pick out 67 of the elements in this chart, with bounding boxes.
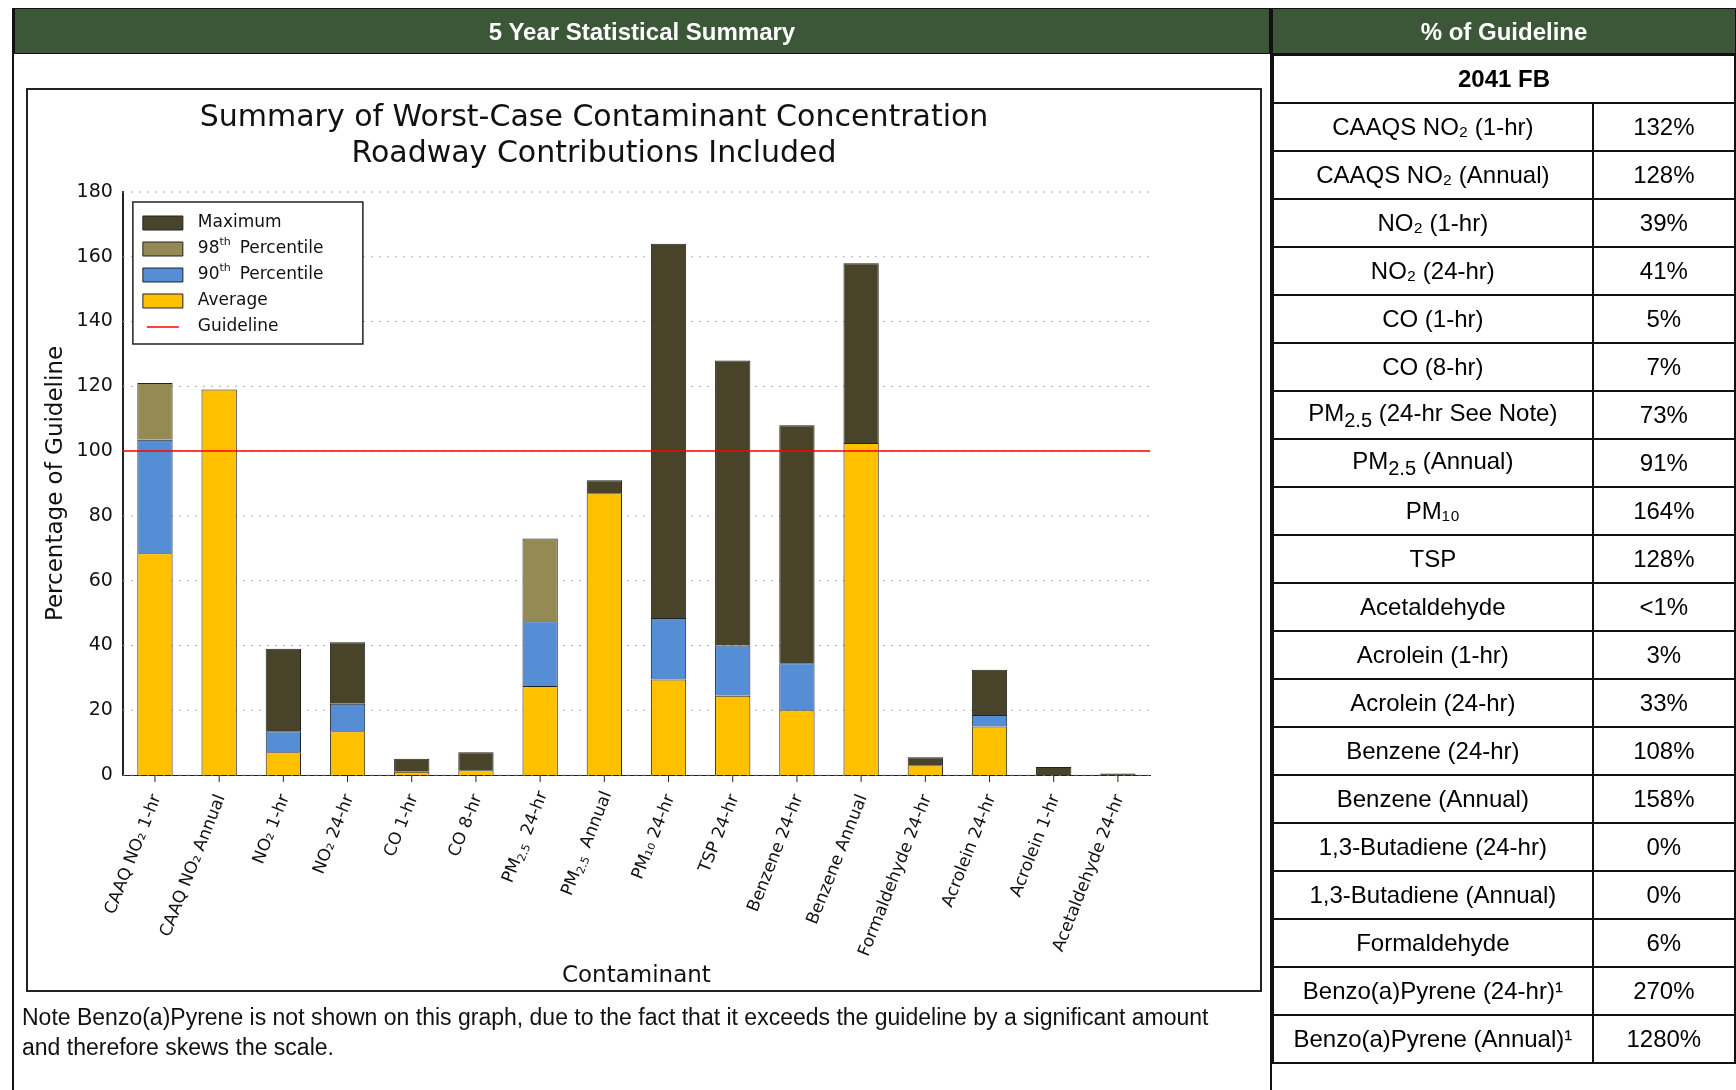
text: Note Benzo(a)Pyrene is not shown on this graph, due to the fact that it exceeds the guideline by a significant amount and therefore skews the scale. [22,1003,1210,1062]
text: NO₂ (1-hr) [1273,199,1593,247]
y-tick-label: 60 [88,567,113,590]
text: 2041 FB [1273,55,1735,103]
legend-label: Average [197,289,268,310]
text: 5 Year Statistical Summary [14,8,1270,54]
chart-title: Summary of Worst-Case Contaminant Concentration Roadway Contributions Included [199,97,989,169]
y-tick-label: 20 [88,697,113,720]
text: 1280% [1592,1015,1735,1063]
y-tick-label: 0 [100,761,113,784]
text: PM$_{2.5}$ (Annual) [1273,439,1593,487]
text: 158% [1592,775,1735,823]
text: 91% [1592,439,1735,487]
text: PM₁₀ [1273,487,1593,535]
text: 3% [1592,631,1735,679]
x-tick-label: NO₂ 24-hr [307,791,358,877]
text: 5% [1592,295,1735,343]
text: 128% [1592,535,1735,583]
text: Benzene (24-hr) [1273,727,1593,775]
text: Benzene (Annual) [1273,775,1593,823]
text: 164% [1592,487,1735,535]
x-tick-label: CO 8-hr [443,791,486,860]
text: Benzo(a)Pyrene (24-hr)¹ [1273,967,1593,1015]
text: % of Guideline [1272,8,1736,54]
text: 41% [1592,247,1735,295]
y-tick-label: 180 [76,178,113,201]
x-tick-label: NO₂ 1-hr [247,791,294,867]
text: CO (1-hr) [1273,295,1593,343]
text: 1,3-Butadiene (24-hr) [1273,823,1593,871]
text: 0% [1592,823,1735,871]
x-axis-title: Contaminant [561,961,711,987]
y-tick-label: 160 [76,243,113,266]
text: 270% [1592,967,1735,1015]
text: 73% [1592,391,1735,439]
y-tick-label: 40 [88,632,113,655]
text: CAAQS NO₂ (1-hr) [1273,103,1593,151]
text: TSP [1273,535,1593,583]
text: Acrolein (24-hr) [1273,679,1593,727]
text: 1,3-Butadiene (Annual) [1273,871,1593,919]
text: 0% [1592,871,1735,919]
legend-label: Maximum [197,211,282,232]
text: 33% [1592,679,1735,727]
text: 108% [1592,727,1735,775]
x-tick-label: TSP 24-hr [693,791,743,876]
legend-label: Guideline [197,315,279,336]
text: 128% [1592,151,1735,199]
text: Benzo(a)Pyrene (Annual)¹ [1273,1015,1593,1063]
x-tick-label: PM₁₀ 24-hr [626,791,679,882]
text: Formaldehyde [1273,919,1593,967]
text: CAAQS NO₂ (Annual) [1273,151,1593,199]
text: 6% [1592,919,1735,967]
text: CO (8-hr) [1273,343,1593,391]
text: 132% [1592,103,1735,151]
y-tick-label: 140 [76,308,113,331]
y-axis-title: Percentage of Guideline [40,345,67,622]
x-tick-label: PM2.5 24-hr [496,787,552,886]
text: <1% [1592,583,1735,631]
text: 39% [1592,199,1735,247]
y-tick-label: 120 [76,373,113,396]
y-tick-label: 80 [88,502,113,525]
text: NO₂ (24-hr) [1273,247,1593,295]
x-tick-label: CO 1-hr [378,791,422,860]
text: PM$_{2.5}$ (24-hr See Note) [1273,391,1593,439]
text: Acrolein (1-hr) [1273,631,1593,679]
text: 7% [1592,343,1735,391]
y-tick-label: 100 [76,438,113,461]
text: Acetaldehyde [1273,583,1593,631]
